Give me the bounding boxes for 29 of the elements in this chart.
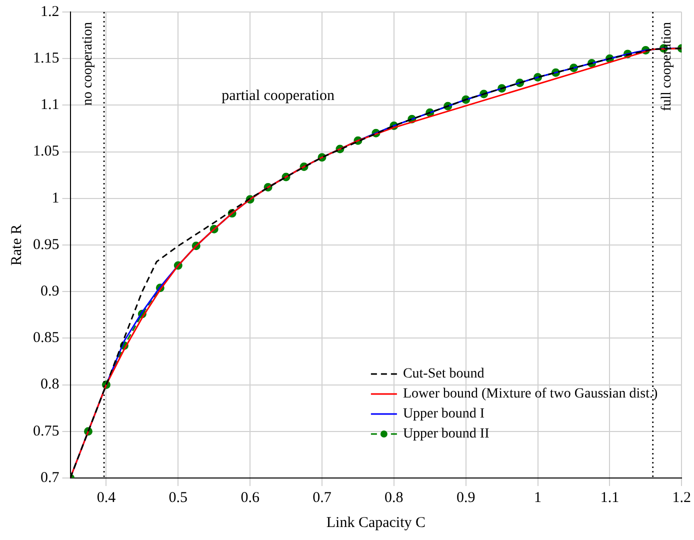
ref-line-label: no cooperation (80, 22, 96, 106)
annotation: partial cooperation (222, 88, 336, 104)
y-tick-label: 1.05 (33, 144, 60, 160)
legend-label: Lower bound (Mixture of two Gaussian dist.) (402, 386, 658, 402)
y-tick-label: 1.2 (40, 4, 60, 20)
y-tick-label: 0.9 (40, 284, 60, 300)
y-axis-title: Rate R (8, 224, 25, 266)
y-tick-label: 1.1 (40, 97, 60, 114)
x-tick-label: 1.2 (672, 490, 691, 506)
y-tick-label: 0.7 (40, 470, 60, 486)
legend-label: Upper bound I (402, 406, 485, 422)
y-tick-label: 0.75 (33, 423, 60, 440)
x-tick-label: 1.1 (600, 490, 620, 506)
x-tick-label: 0.6 (240, 490, 260, 506)
y-tick-label: 1.15 (33, 50, 60, 67)
y-tick-label: 0.8 (40, 376, 60, 393)
y-tick-label: 1 (52, 190, 60, 206)
x-tick-label: 0.7 (312, 490, 332, 506)
y-tick-label: 0.95 (33, 236, 60, 253)
legend-label: Cut-Set bound (402, 366, 484, 382)
y-tick-label: 0.85 (33, 330, 60, 346)
x-axis-title: Link Capacity C (326, 514, 426, 531)
x-tick-label: 0.8 (384, 490, 404, 506)
ref-line-label: full cooperation (660, 22, 675, 112)
x-tick-label: 0.9 (456, 490, 476, 506)
x-tick-label: 0.5 (168, 490, 188, 506)
x-tick-label: 1 (534, 490, 542, 506)
legend-label: Upper bound II (402, 426, 490, 442)
x-tick-label: 0.4 (96, 490, 116, 506)
